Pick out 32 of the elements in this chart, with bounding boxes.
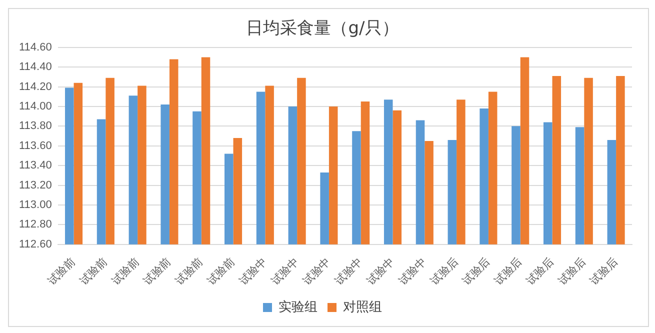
x-tick-label: 试验中 xyxy=(268,254,302,288)
y-tick-label: 114.40 xyxy=(19,61,52,74)
x-tick-label: 试验中 xyxy=(332,254,366,288)
y-tick-label: 113.20 xyxy=(19,179,52,192)
x-tick-label: 试验中 xyxy=(364,254,397,288)
x-tick-label: 试验后 xyxy=(492,254,524,288)
x-tick-label: 试验中 xyxy=(236,254,270,288)
y-tick-label: 114.20 xyxy=(19,80,52,93)
x-tick-label: 试验前 xyxy=(109,254,142,288)
x-tick-label: 试验中 xyxy=(396,254,429,288)
chart-title: 日均采食量（g/只） xyxy=(246,18,399,39)
x-tick-label: 试验前 xyxy=(141,254,174,288)
x-tick-label: 试验后 xyxy=(524,254,556,288)
x-tick-label: 试验前 xyxy=(204,254,238,288)
x-tick-label: 试验前 xyxy=(77,254,110,288)
y-tick-label: 113.60 xyxy=(19,140,52,152)
y-tick-label: 113.40 xyxy=(19,160,52,172)
x-tick-label: 试验中 xyxy=(300,254,334,288)
x-tick-label: 试验前 xyxy=(45,254,78,288)
x-tick-label: 试验后 xyxy=(556,254,588,288)
y-tick-label: 113.00 xyxy=(19,198,52,211)
legend-label: 实验组 xyxy=(278,300,318,315)
x-tick-label: 试验后 xyxy=(428,254,461,288)
legend-label: 对照组 xyxy=(343,300,382,315)
y-tick-label: 112.60 xyxy=(19,238,52,250)
x-tick-label: 试验前 xyxy=(172,254,206,288)
y-tick-label: 114.00 xyxy=(19,100,52,113)
x-tick-label: 试验后 xyxy=(588,254,620,288)
y-tick-label: 113.80 xyxy=(19,120,52,132)
x-tick-label: 试验后 xyxy=(460,254,493,288)
y-tick-label: 114.60 xyxy=(19,41,52,54)
y-tick-label: 112.80 xyxy=(19,218,52,231)
